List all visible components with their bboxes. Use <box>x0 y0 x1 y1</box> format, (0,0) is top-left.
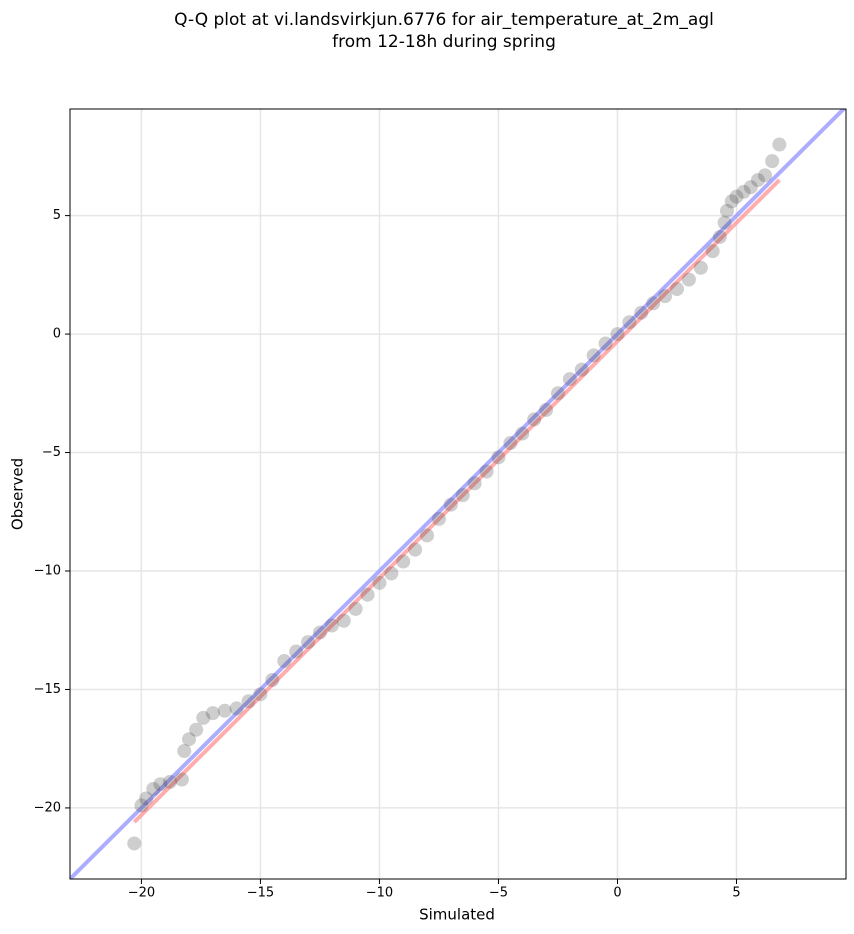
qq-point <box>646 296 661 311</box>
qq-point <box>196 710 211 725</box>
qq-point <box>539 402 554 417</box>
qq-point <box>312 625 327 640</box>
x-axis-label: Simulated <box>419 906 495 924</box>
x-tick-label: −10 <box>366 886 393 901</box>
reference-line <box>70 109 846 879</box>
qq-point <box>550 386 565 401</box>
qq-point <box>729 189 744 204</box>
qq-point <box>253 687 268 702</box>
qq-point <box>527 412 542 427</box>
qq-point <box>241 694 256 709</box>
qq-point <box>622 315 637 330</box>
qq-point <box>515 426 530 441</box>
plot-frame <box>69 108 847 880</box>
qq-point <box>719 203 734 218</box>
qq-point <box>153 777 168 792</box>
plot-area <box>70 109 846 879</box>
qq-point <box>205 706 220 721</box>
y-axis-label: Observed <box>9 458 27 530</box>
qq-point <box>301 635 316 650</box>
qq-point <box>420 528 435 543</box>
y-tick-label: 5 <box>53 208 61 223</box>
qq-point <box>229 701 244 716</box>
qq-point <box>598 336 613 351</box>
qq-point <box>396 554 411 569</box>
qq-point <box>336 613 351 628</box>
qq-point <box>750 173 765 188</box>
qq-point <box>139 791 154 806</box>
qq-point <box>162 774 177 789</box>
y-tick-label: −15 <box>34 682 61 697</box>
qq-point <box>372 575 387 590</box>
qq-point <box>772 137 787 152</box>
qq-point <box>408 542 423 557</box>
qq-point <box>348 601 363 616</box>
qq-point <box>634 305 649 320</box>
qq-point <box>658 289 673 304</box>
x-tick-label: −5 <box>489 886 508 901</box>
qq-point <box>574 362 589 377</box>
qq-point <box>217 703 232 718</box>
qq-point <box>586 348 601 363</box>
qq-point <box>705 244 720 259</box>
qq-point <box>277 654 292 669</box>
qq-point <box>765 154 780 169</box>
qq-point <box>146 781 161 796</box>
qq-point <box>360 587 375 602</box>
qq-point <box>681 272 696 287</box>
qq-point <box>743 180 758 195</box>
qq-point <box>712 229 727 244</box>
qq-point <box>182 732 197 747</box>
qq-point <box>443 497 458 512</box>
y-tick-label: −10 <box>34 564 61 579</box>
qq-point <box>324 618 339 633</box>
qq-point <box>479 464 494 479</box>
qq-point <box>177 744 192 759</box>
y-tick-label: −20 <box>34 800 61 815</box>
reference-line <box>132 178 781 824</box>
chart-subtitle: from 12-18h during spring <box>332 32 556 52</box>
x-tick-label: −20 <box>128 886 155 901</box>
qq-point <box>384 566 399 581</box>
chart-title: Q-Q plot at vi.landsvirkjun.6776 for air… <box>174 10 714 30</box>
qq-point <box>265 672 280 687</box>
qq-point <box>503 436 518 451</box>
x-tick-label: 5 <box>732 886 740 901</box>
qq-point <box>127 836 142 851</box>
qq-point <box>693 260 708 275</box>
qq-point <box>189 722 204 737</box>
qq-point <box>455 488 470 503</box>
qq-point <box>491 450 506 465</box>
x-tick-label: −15 <box>247 886 274 901</box>
qq-point <box>289 644 304 659</box>
qq-point <box>174 772 189 787</box>
qq-point <box>758 168 773 183</box>
qq-point <box>431 511 446 526</box>
qq-point <box>736 184 751 199</box>
qq-point <box>467 476 482 491</box>
qq-point <box>610 327 625 342</box>
y-tick-label: −5 <box>42 445 61 460</box>
y-tick-label: 0 <box>53 327 61 342</box>
x-tick-label: 0 <box>613 886 621 901</box>
qq-point <box>717 215 732 230</box>
qq-point <box>134 798 149 813</box>
qq-point <box>562 372 577 387</box>
qq-point <box>669 282 684 297</box>
qq-point <box>724 194 739 209</box>
